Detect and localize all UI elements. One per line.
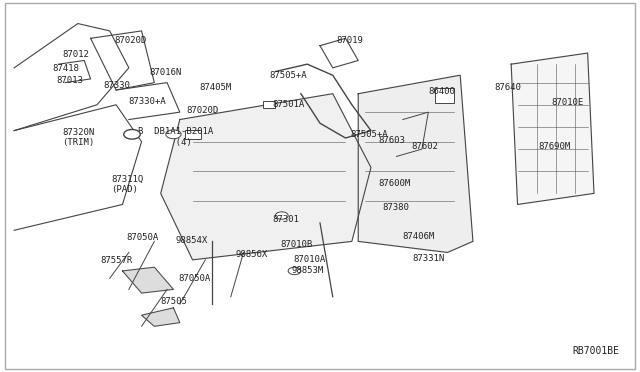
Text: 98854X: 98854X (175, 236, 207, 245)
Text: 87020D: 87020D (186, 106, 218, 115)
Text: 87602: 87602 (411, 142, 438, 151)
Text: 87020D: 87020D (115, 36, 147, 45)
Text: 87016N: 87016N (149, 68, 182, 77)
Circle shape (288, 267, 301, 275)
Text: 87330+A: 87330+A (129, 97, 166, 106)
Circle shape (166, 130, 181, 139)
Bar (184, 130, 200, 139)
Bar (262, 101, 275, 109)
Text: 87311Q
(PAD): 87311Q (PAD) (111, 174, 143, 194)
Text: 87019: 87019 (336, 36, 363, 45)
Text: 87418: 87418 (52, 64, 79, 73)
Text: 87013: 87013 (57, 76, 84, 84)
Text: 87320N
(TRIM): 87320N (TRIM) (63, 128, 95, 147)
Circle shape (275, 212, 288, 219)
Polygon shape (358, 75, 473, 253)
Text: 87557R: 87557R (100, 256, 132, 265)
Polygon shape (122, 267, 173, 293)
Text: B  DB1A1-B201A
       (4): B DB1A1-B201A (4) (138, 127, 214, 147)
Text: 87406M: 87406M (403, 232, 435, 241)
Text: 87010E: 87010E (551, 98, 584, 107)
Text: 87600M: 87600M (379, 179, 411, 187)
Text: 87010B: 87010B (280, 240, 313, 249)
Text: 87050A: 87050A (179, 274, 211, 283)
Text: 87301: 87301 (272, 215, 299, 224)
Text: 87603: 87603 (379, 137, 406, 145)
Text: 87010A: 87010A (293, 254, 326, 264)
Text: 87380: 87380 (383, 203, 410, 212)
Text: 87505: 87505 (161, 297, 188, 306)
Bar (435, 88, 454, 103)
Text: 98856X: 98856X (236, 250, 268, 259)
Circle shape (124, 129, 140, 139)
Text: 87501A: 87501A (272, 100, 305, 109)
Text: 87330: 87330 (103, 81, 130, 90)
Text: 87505+A: 87505+A (269, 71, 307, 80)
Text: 87012: 87012 (62, 51, 89, 60)
Polygon shape (141, 308, 180, 326)
Text: 87690M: 87690M (539, 142, 571, 151)
Text: 87640: 87640 (494, 83, 521, 92)
Text: 87331N: 87331N (412, 254, 445, 263)
Text: 87405M: 87405M (199, 83, 231, 92)
Polygon shape (161, 94, 371, 260)
Text: 87505+A: 87505+A (351, 130, 388, 139)
Text: 87050A: 87050A (126, 233, 159, 242)
Text: RB7001BE: RB7001BE (573, 346, 620, 356)
Polygon shape (511, 53, 594, 205)
Text: 86400: 86400 (428, 87, 455, 96)
Text: 98853M: 98853M (291, 266, 324, 275)
